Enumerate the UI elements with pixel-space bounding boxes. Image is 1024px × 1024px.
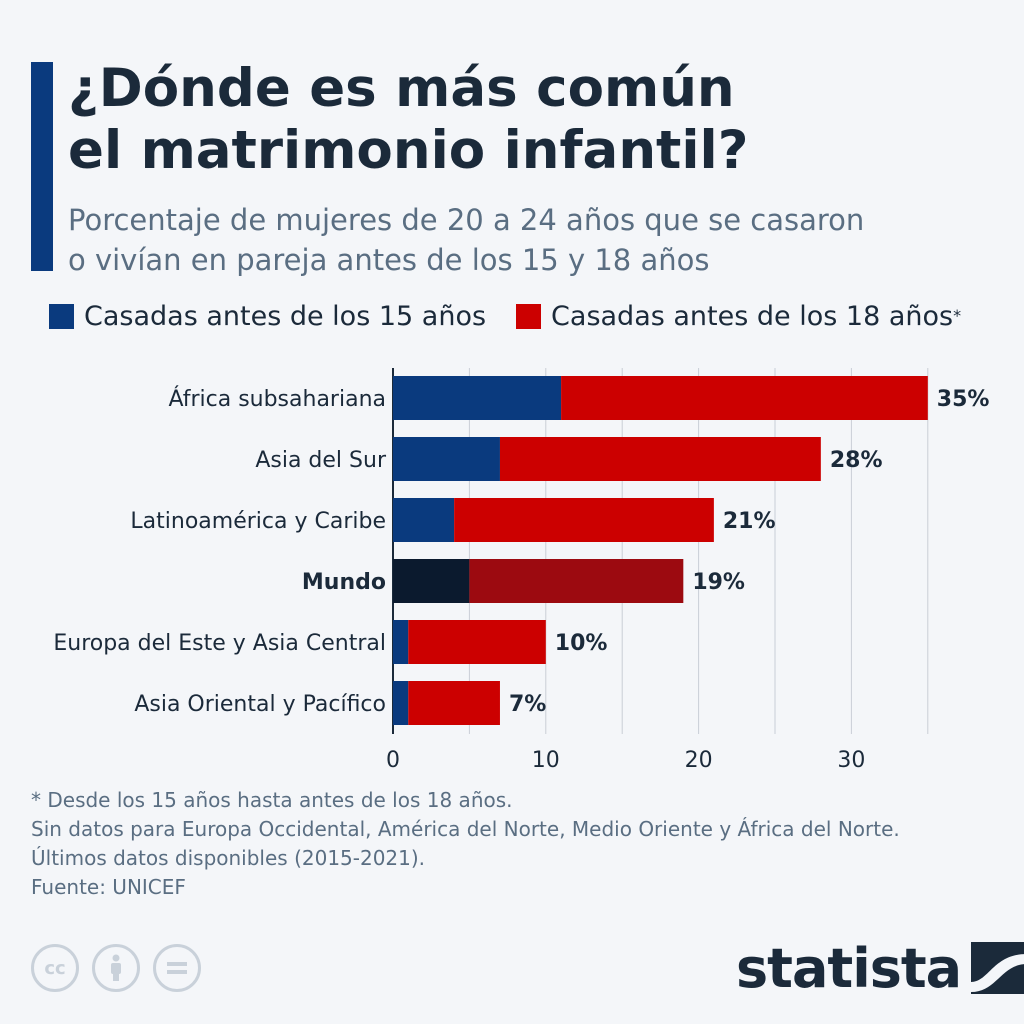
category-label: Mundo: [302, 570, 386, 595]
chart-subtitle: Porcentaje de mujeres de 20 a 24 años qu…: [68, 200, 1008, 280]
total-label: 10%: [555, 631, 608, 656]
bar-under15: [393, 498, 455, 542]
chart-title: ¿Dónde es más común el matrimonio infant…: [68, 58, 1008, 182]
legend-label-under18: Casadas antes de los 18 años: [551, 300, 954, 332]
title-line-2: el matrimonio infantil?: [68, 120, 749, 181]
x-tick-label: 30: [837, 748, 865, 773]
category-label: Europa del Este y Asia Central: [53, 631, 386, 656]
legend-swatch-under15: [49, 303, 74, 329]
bar-under15: [393, 620, 409, 664]
x-tick-label: 10: [532, 748, 560, 773]
total-label: 28%: [830, 448, 883, 473]
footnotes: * Desde los 15 años hasta antes de los 1…: [31, 786, 1011, 902]
bar-under15: [393, 681, 409, 725]
title-accent-bar: [31, 62, 53, 271]
subtitle-line-1: Porcentaje de mujeres de 20 a 24 años qu…: [68, 203, 865, 237]
footnote-missing-data: Sin datos para Europa Occidental, Améric…: [31, 817, 900, 841]
bar-under15: [393, 559, 470, 603]
total-label: 35%: [937, 387, 990, 412]
license-icons: cc: [31, 944, 214, 992]
bar-under18: [469, 559, 684, 603]
brand-name: statista: [736, 936, 962, 1000]
category-label: África subsahariana: [168, 386, 386, 412]
footnote-data-years: Últimos datos disponibles (2015-2021).: [31, 846, 426, 870]
total-label: 19%: [692, 570, 745, 595]
category-label: Asia del Sur: [255, 448, 387, 473]
bar-under15: [393, 437, 500, 481]
cc-icon[interactable]: cc: [31, 944, 79, 992]
chart-legend: Casadas antes de los 15 años Casadas ant…: [49, 296, 991, 336]
category-label: Latinoamérica y Caribe: [130, 509, 386, 534]
x-tick-label: 20: [685, 748, 713, 773]
bar-under18: [408, 620, 546, 664]
bar-under18: [408, 681, 500, 725]
total-label: 21%: [723, 509, 776, 534]
footnote-asterisk: * Desde los 15 años hasta antes de los 1…: [31, 788, 513, 812]
total-label: 7%: [509, 692, 546, 717]
legend-swatch-under18: [516, 303, 542, 329]
category-label: Asia Oriental y Pacífico: [134, 692, 386, 717]
statista-mark-icon: [971, 942, 1024, 994]
statista-logo[interactable]: statista: [736, 936, 1024, 1000]
legend-item-under18: Casadas antes de los 18 años *: [516, 301, 961, 332]
subtitle-line-2: o vivían en pareja antes de los 15 y 18 …: [68, 243, 710, 277]
bar-under18: [561, 376, 928, 420]
legend-label-under15: Casadas antes de los 15 años: [84, 300, 487, 332]
title-line-1: ¿Dónde es más común: [68, 58, 735, 119]
source-label: Fuente: UNICEF: [31, 875, 186, 899]
bar-under15: [393, 376, 562, 420]
x-tick-label: 0: [386, 748, 400, 773]
bar-chart: África subsahariana 35% Asia del Sur 28% Lat…: [53, 368, 990, 773]
person-icon[interactable]: [92, 944, 140, 992]
bar-under18: [454, 498, 714, 542]
equals-icon[interactable]: [153, 944, 201, 992]
legend-item-under15: Casadas antes de los 15 años: [49, 301, 486, 332]
bar-under18: [499, 437, 821, 481]
